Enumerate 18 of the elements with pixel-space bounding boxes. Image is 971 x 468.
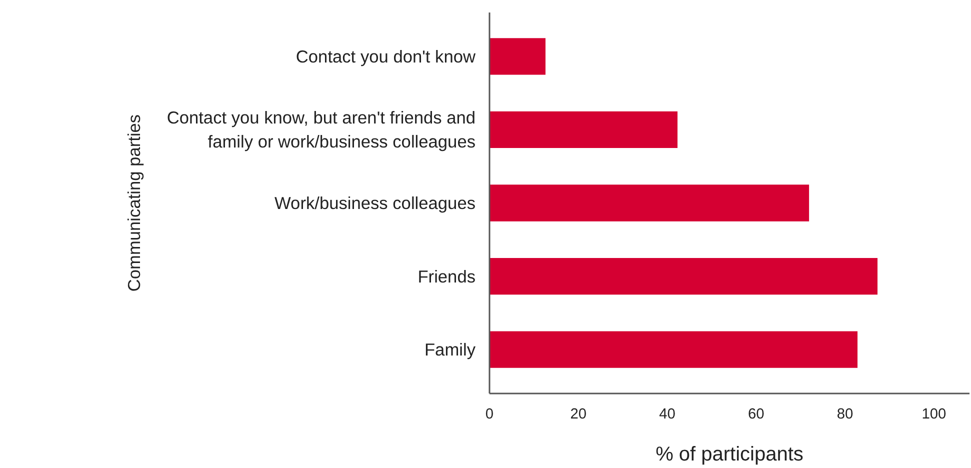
x-tick-label: 80: [836, 406, 854, 422]
x-tick-label: 0: [485, 406, 494, 422]
bar: [490, 38, 546, 75]
x-tick-label: 100: [922, 406, 946, 422]
bar: [490, 184, 810, 222]
x-tick-label: 40: [659, 406, 676, 422]
y-tick-label: Contact you don't know: [296, 46, 476, 66]
x-tick-label: 60: [748, 406, 764, 422]
bar: [490, 258, 878, 295]
y-tick-label: Family: [424, 340, 476, 360]
y-tick-label: Contact you know, but aren't friends and family or work/business colleagues: [166, 108, 476, 152]
x-axis-title: % of participants: [656, 444, 804, 466]
y-axis-title: Communicating parties: [124, 114, 144, 292]
y-tick-label: Friends: [418, 266, 476, 286]
bar: [490, 111, 678, 148]
x-tick-label: 20: [570, 406, 587, 422]
y-tick-label: Work/business colleagues: [274, 193, 476, 213]
bar: [490, 331, 858, 368]
